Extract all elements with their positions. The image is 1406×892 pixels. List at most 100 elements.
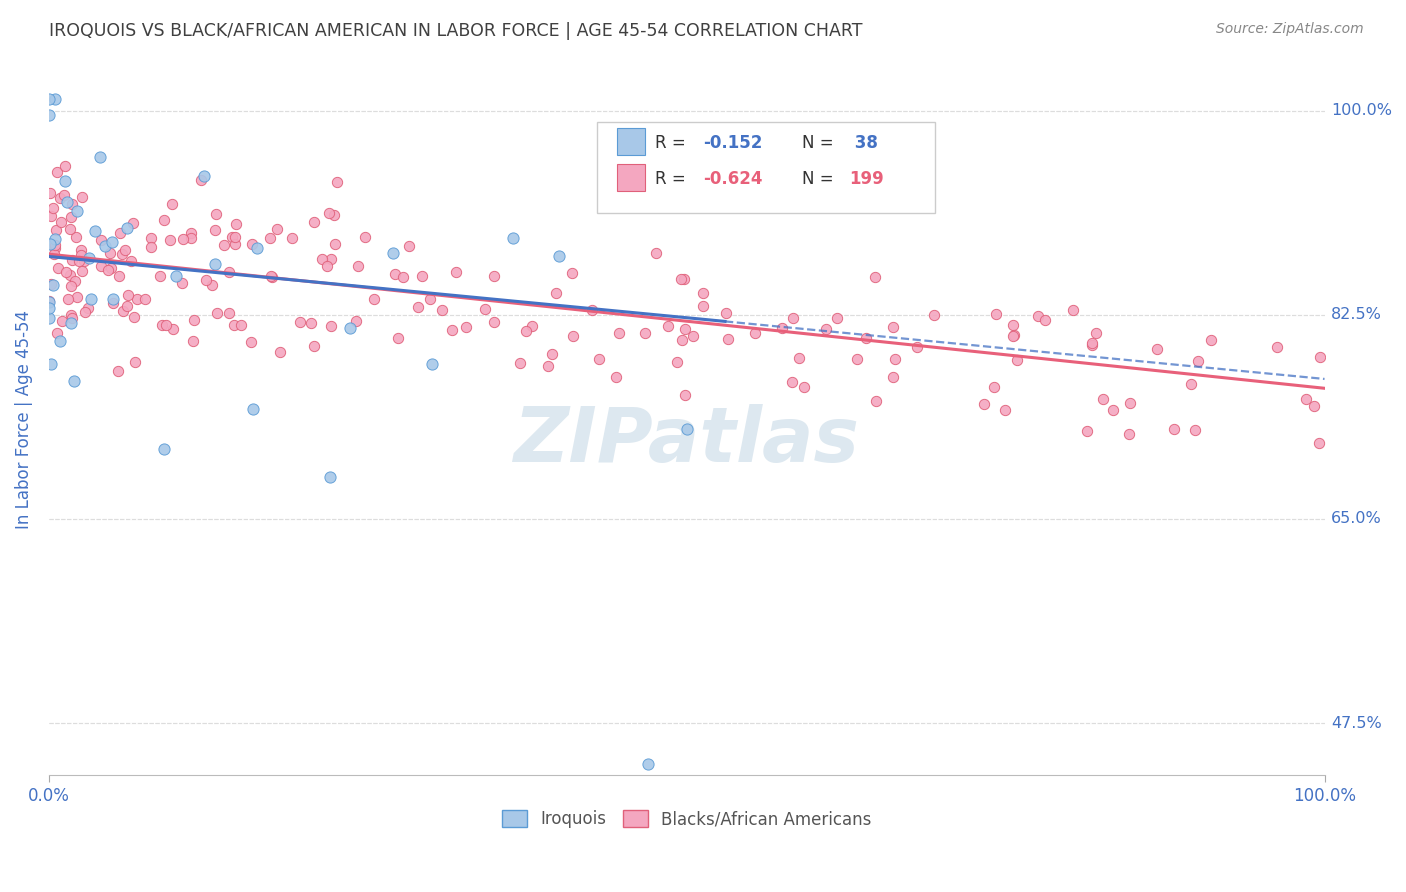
Point [717,332,740,346]
Point [53,159,76,173]
Point [544,285,567,300]
Point [152,442,174,457]
Point [73,253,96,268]
Point [782,311,804,326]
Point [882,370,904,384]
Point [1085,326,1108,340]
Point [302,339,325,353]
Point [221,230,243,244]
Point [323,237,346,252]
Point [134,292,156,306]
Point [259,231,281,245]
Point [51,314,73,328]
Point [581,302,603,317]
Point [67,254,90,268]
Point [474,302,496,317]
Point [561,329,583,343]
Point [60,310,83,325]
Point [682,329,704,343]
Point [55,264,77,278]
Point [69,244,91,258]
Point [588,352,610,367]
Point [38,92,60,106]
Point [922,308,945,322]
Point [59,210,82,224]
Point [66,203,89,218]
Point [125,293,148,307]
Point [155,318,177,333]
Point [38,108,60,122]
Point [672,271,695,285]
Point [240,236,263,251]
Point [882,319,904,334]
Point [48,334,70,349]
Point [561,266,583,280]
Point [70,190,93,204]
Point [1163,422,1185,436]
Point [77,251,100,265]
Point [149,269,172,284]
Point [548,249,571,263]
Point [692,285,714,300]
Point [45,326,67,341]
Point [855,331,877,345]
Point [865,394,887,409]
Point [363,293,385,307]
Point [770,321,793,335]
Point [266,221,288,235]
Point [239,334,262,349]
Point [319,318,342,333]
Point [392,270,415,285]
Point [101,235,124,249]
Point [117,299,139,313]
Point [101,292,124,306]
Point [79,292,101,306]
Point [97,262,120,277]
Point [515,324,537,338]
Point [605,369,627,384]
Point [39,357,62,371]
Point [159,233,181,247]
Point [1309,350,1331,364]
Point [60,253,83,268]
Point [299,316,322,330]
Point [45,223,67,237]
Point [1002,328,1025,343]
Point [38,293,60,308]
Point [183,312,205,326]
Point [63,374,86,388]
Text: N =: N = [801,169,838,187]
Point [387,330,409,344]
Point [165,269,187,284]
Point [41,277,63,291]
Point [905,340,928,354]
Point [865,270,887,285]
Point [46,260,69,275]
Text: 82.5%: 82.5% [1331,308,1382,322]
Text: ZIPatlas: ZIPatlas [513,404,859,478]
Point [46,164,69,178]
Point [321,252,343,267]
Point [44,247,66,261]
Point [63,274,86,288]
Point [1001,318,1024,332]
Point [122,310,145,325]
Point [644,245,666,260]
Point [406,301,429,315]
Point [1303,399,1326,413]
Text: 47.5%: 47.5% [1331,715,1382,731]
Y-axis label: In Labor Force | Age 45-54: In Labor Force | Age 45-54 [15,310,32,529]
Point [66,290,89,304]
Point [117,288,139,302]
Point [224,229,246,244]
Bar [617,163,645,191]
Point [440,322,463,336]
Point [302,215,325,229]
Text: -0.152: -0.152 [703,134,762,152]
Point [1308,435,1330,450]
Point [347,260,370,274]
Point [1146,342,1168,356]
Text: IROQUOIS VS BLACK/AFRICAN AMERICAN IN LABOR FORCE | AGE 45-54 CORRELATION CHART: IROQUOIS VS BLACK/AFRICAN AMERICAN IN LA… [49,22,863,40]
Point [205,207,228,221]
Point [420,357,443,371]
